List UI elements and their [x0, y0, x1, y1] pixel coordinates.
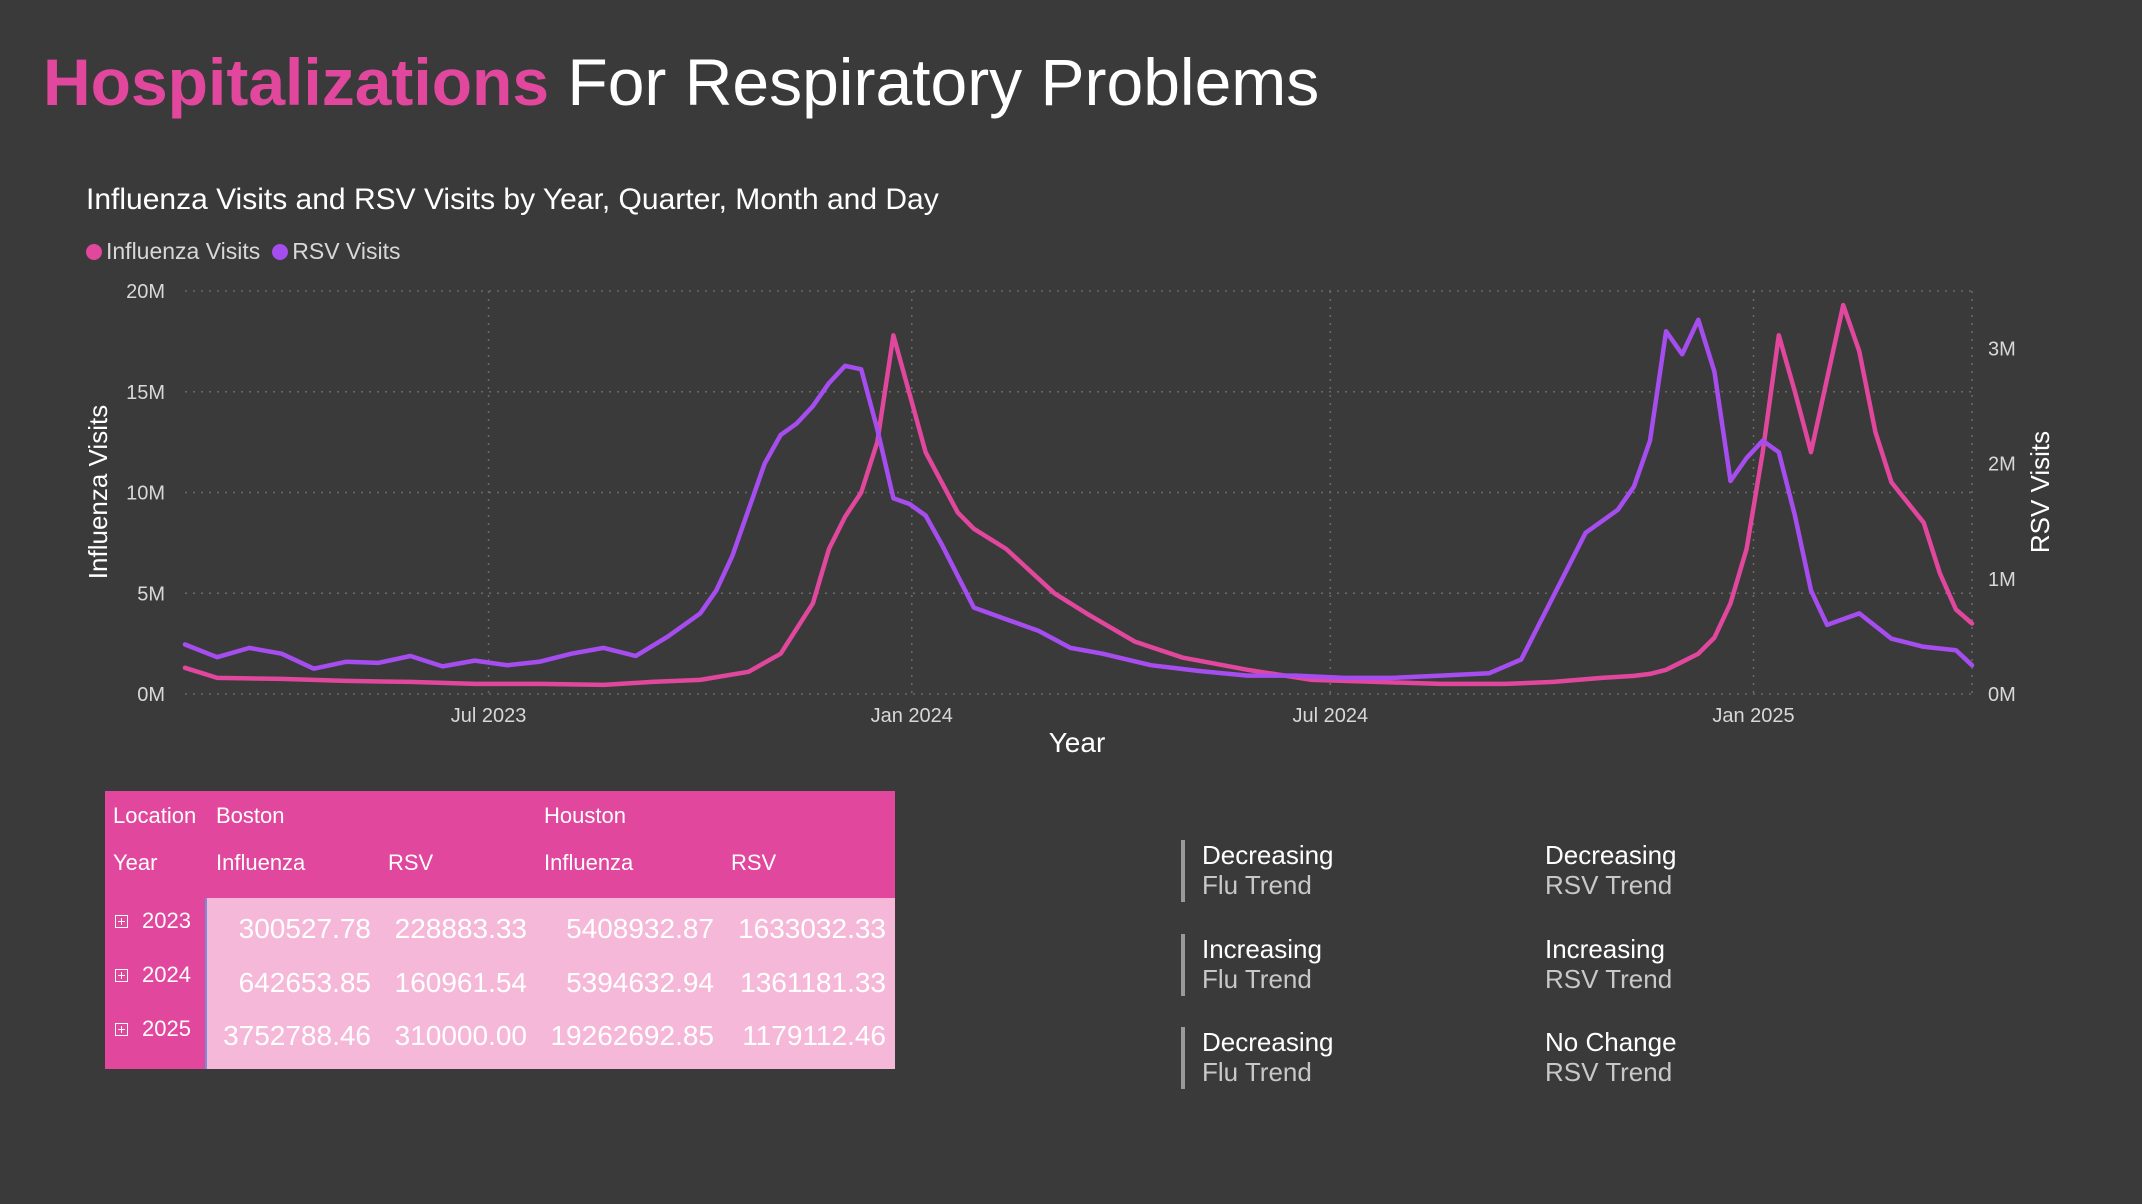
trend-label: Flu Trend: [1202, 964, 1322, 994]
trend-card-rsv-2: Increasing RSV Trend: [1545, 934, 1672, 994]
matrix-group-houston[interactable]: Houston: [544, 803, 626, 829]
matrix-row-2025-header[interactable]: 2025: [115, 1016, 191, 1042]
matrix-cell: 228883.33: [395, 913, 527, 945]
trend-status: Decreasing: [1202, 840, 1334, 870]
matrix-cell: 5394632.94: [566, 967, 714, 999]
series-line-rsv[interactable]: [185, 320, 1972, 678]
trend-status: Increasing: [1202, 934, 1322, 964]
expand-icon[interactable]: [115, 1023, 128, 1036]
matrix-location-label: Location: [113, 803, 196, 829]
trend-status: Decreasing: [1545, 840, 1677, 870]
series-line-influenza[interactable]: [185, 305, 1972, 685]
expand-icon[interactable]: [115, 915, 128, 928]
trend-divider: [1181, 934, 1185, 996]
matrix-year-label: Year: [113, 850, 157, 876]
y-left-axis-title: Influenza Visits: [83, 405, 113, 579]
matrix-col-boston-rsv[interactable]: RSV: [388, 850, 433, 876]
data-matrix[interactable]: Location Boston Houston Year Influenza R…: [105, 791, 895, 1069]
trend-card-flu-2: Increasing Flu Trend: [1202, 934, 1322, 994]
y-left-tick-label: 15M: [126, 382, 165, 404]
matrix-cell: 5408932.87: [566, 913, 714, 945]
chart-gridlines: [185, 291, 1972, 694]
trend-label: RSV Trend: [1545, 870, 1677, 900]
line-chart[interactable]: 0M 5M 10M 15M 20M 0M 1M 2M 3M Jul 2023 Jan 2024 Jul…: [0, 0, 2142, 760]
trend-card-rsv-3: No Change RSV Trend: [1545, 1027, 1677, 1087]
matrix-cell: 300527.78: [239, 913, 371, 945]
matrix-cell: 1179112.46: [742, 1020, 886, 1052]
matrix-col-boston-influenza[interactable]: Influenza: [216, 850, 305, 876]
matrix-row-2024-header[interactable]: 2024: [115, 962, 191, 988]
matrix-cell: 19262692.85: [550, 1020, 714, 1052]
matrix-cell: 1361181.33: [740, 967, 886, 999]
matrix-body: 2023 2024 2025 300527.78 228883.33 54089…: [105, 898, 895, 1069]
trend-card-flu-1: Decreasing Flu Trend: [1202, 840, 1334, 900]
matrix-cell: 310000.00: [395, 1020, 527, 1052]
matrix-row-2023-header[interactable]: 2023: [115, 908, 191, 934]
x-tick-label: Jul 2023: [451, 705, 527, 727]
trend-status: Increasing: [1545, 934, 1672, 964]
matrix-cells: 300527.78 228883.33 5408932.87 1633032.3…: [207, 898, 895, 1069]
trend-status: Decreasing: [1202, 1027, 1334, 1057]
matrix-row-year: 2025: [142, 1016, 191, 1042]
matrix-col-houston-influenza[interactable]: Influenza: [544, 850, 633, 876]
y-right-tick-label: 1M: [1988, 569, 2016, 591]
trend-card-flu-3: Decreasing Flu Trend: [1202, 1027, 1334, 1087]
trend-divider: [1181, 840, 1185, 902]
trend-label: RSV Trend: [1545, 964, 1672, 994]
x-tick-label: Jul 2024: [1293, 705, 1369, 727]
y-right-tick-label: 3M: [1988, 339, 2016, 361]
y-left-tick-label: 0M: [137, 684, 165, 706]
trend-status: No Change: [1545, 1027, 1677, 1057]
y-right-tick-label: 2M: [1988, 454, 2016, 476]
chart-series: [185, 305, 1972, 685]
y-left-tick-label: 5M: [137, 583, 165, 605]
matrix-cell: 642653.85: [239, 967, 371, 999]
chart-axes: 0M 5M 10M 15M 20M 0M 1M 2M 3M Jul 2023 Jan 2024 Jul…: [83, 281, 2055, 758]
y-right-tick-label: 0M: [1988, 684, 2016, 706]
matrix-row-year: 2023: [142, 908, 191, 934]
trend-label: RSV Trend: [1545, 1057, 1677, 1087]
trend-divider: [1181, 1027, 1185, 1089]
expand-icon[interactable]: [115, 969, 128, 982]
y-left-tick-label: 20M: [126, 281, 165, 303]
matrix-row-year: 2024: [142, 962, 191, 988]
x-tick-label: Jan 2024: [871, 705, 953, 727]
y-right-axis-title: RSV Visits: [2025, 431, 2055, 553]
matrix-cell: 1633032.33: [738, 913, 886, 945]
trend-label: Flu Trend: [1202, 1057, 1334, 1087]
matrix-col-houston-rsv[interactable]: RSV: [731, 850, 776, 876]
trend-card-rsv-1: Decreasing RSV Trend: [1545, 840, 1677, 900]
y-left-tick-label: 10M: [126, 483, 165, 505]
matrix-group-boston[interactable]: Boston: [216, 803, 285, 829]
x-tick-label: Jan 2025: [1712, 705, 1794, 727]
matrix-cell: 3752788.46: [223, 1020, 371, 1052]
trend-label: Flu Trend: [1202, 870, 1334, 900]
matrix-row-headers: 2023 2024 2025: [105, 898, 207, 1069]
matrix-cell: 160961.54: [395, 967, 527, 999]
x-axis-title: Year: [1049, 727, 1106, 758]
matrix-header: Location Boston Houston Year Influenza R…: [105, 791, 895, 898]
